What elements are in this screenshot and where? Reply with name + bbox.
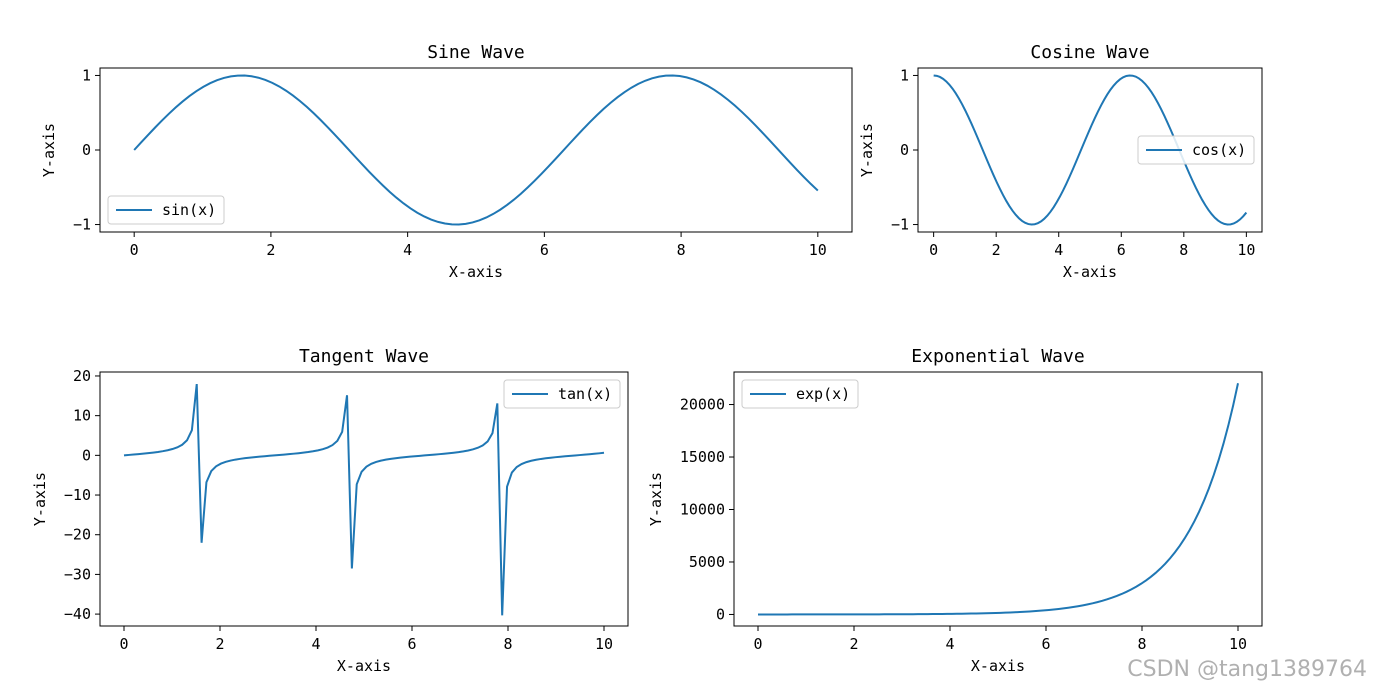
cosine-ytick-label: 1 [900, 66, 909, 84]
exponential-ytick-label: 15000 [680, 448, 725, 466]
tangent-xtick-label: 10 [595, 635, 613, 653]
tangent-ylabel: Y-axis [31, 472, 49, 526]
tangent-ytick-label: −20 [64, 526, 91, 544]
cosine-xlabel: X-axis [1063, 263, 1117, 281]
exponential-xtick-label: 8 [1137, 635, 1146, 653]
tangent-legend-box [503, 379, 621, 409]
exponential-ylabel: Y-axis [647, 472, 665, 526]
sine-xtick-label: 10 [809, 241, 827, 259]
sine-ytick-label: −1 [73, 216, 91, 234]
sine-chart: Sine Wave 0 2 4 6 8 10 −1 0 1 X-axis Y-axis sin(x) [40, 42, 853, 281]
sine-legend: sin(x) [107, 195, 225, 225]
cosine-legend-label: cos(x) [1192, 141, 1246, 159]
sine-ytick-label: 1 [82, 66, 91, 84]
exponential-chart: Exponential Wave 0 2 4 6 8 10 0 5000 10000 15000 20… [647, 346, 1263, 675]
exponential-xtick-label: 0 [753, 635, 762, 653]
sine-xtick-label: 8 [677, 241, 686, 259]
tangent-xlabel: X-axis [337, 657, 391, 675]
exponential-legend: exp(x) [741, 379, 859, 409]
cosine-xtick-label: 10 [1237, 241, 1255, 259]
exponential-ytick-label: 10000 [680, 500, 725, 518]
tangent-chart: Tangent Wave 0 2 4 6 8 10 −40 −30 −20 −10 0 10 20 X-ax… [31, 346, 629, 675]
tangent-xtick-label: 8 [503, 635, 512, 653]
exponential-xtick-label: 2 [849, 635, 858, 653]
sine-xtick-label: 6 [540, 241, 549, 259]
exponential-xtick-label: 6 [1041, 635, 1050, 653]
exponential-xtick-label: 4 [945, 635, 954, 653]
cosine-legend-box [1137, 135, 1255, 165]
tangent-axes-frame [99, 371, 629, 627]
tangent-ytick-label: 10 [73, 407, 91, 425]
sine-title: Sine Wave [427, 42, 525, 63]
watermark-text: CSDN @tang1389764 [1127, 657, 1367, 682]
sine-legend-label: sin(x) [162, 201, 216, 219]
tangent-series-line [123, 383, 605, 616]
cosine-legend: cos(x) [1137, 135, 1255, 165]
sine-xlabel: X-axis [449, 263, 503, 281]
exponential-xlabel: X-axis [971, 657, 1025, 675]
tangent-title: Tangent Wave [299, 346, 429, 367]
cosine-xtick-label: 8 [1179, 241, 1188, 259]
cosine-xtick-label: 0 [929, 241, 938, 259]
exponential-xtick-label: 10 [1229, 635, 1247, 653]
cosine-ytick-label: 0 [900, 141, 909, 159]
tangent-ytick-label: −30 [64, 565, 91, 583]
sine-xtick-label: 4 [403, 241, 412, 259]
cosine-xtick-label: 2 [992, 241, 1001, 259]
tangent-xtick-label: 4 [311, 635, 320, 653]
exponential-title: Exponential Wave [911, 346, 1084, 367]
cosine-xtick-label: 4 [1054, 241, 1063, 259]
tangent-xtick-label: 0 [119, 635, 128, 653]
tangent-xtick-label: 2 [215, 635, 224, 653]
tangent-legend: tan(x) [503, 379, 621, 409]
sine-xtick-label: 0 [130, 241, 139, 259]
exponential-axes-frame [733, 371, 1263, 627]
cosine-title: Cosine Wave [1030, 42, 1149, 63]
exponential-legend-label: exp(x) [796, 385, 850, 403]
exponential-ytick-label: 0 [716, 605, 725, 623]
tangent-xtick-label: 6 [407, 635, 416, 653]
tangent-ytick-label: −40 [64, 605, 91, 623]
cosine-series-line [933, 74, 1248, 226]
tangent-ytick-label: 20 [73, 367, 91, 385]
cosine-chart: Cosine Wave 0 2 4 6 8 10 −1 0 1 X-axis Y-axis cos(x) [858, 42, 1263, 281]
exponential-ytick-label: 5000 [689, 553, 725, 571]
exponential-series-line [758, 383, 1239, 616]
tangent-ytick-label: 0 [82, 446, 91, 464]
sine-xtick-label: 2 [266, 241, 275, 259]
tangent-ytick-label: −10 [64, 486, 91, 504]
cosine-ytick-label: −1 [891, 216, 909, 234]
cosine-xtick-label: 6 [1117, 241, 1126, 259]
sine-ytick-label: 0 [82, 141, 91, 159]
cosine-ylabel: Y-axis [858, 123, 876, 177]
sine-ylabel: Y-axis [40, 123, 58, 177]
sine-series-line [133, 74, 819, 226]
exponential-ytick-label: 20000 [680, 396, 725, 414]
tangent-legend-label: tan(x) [558, 385, 612, 403]
exponential-legend-box [741, 379, 859, 409]
sine-legend-box [107, 195, 225, 225]
